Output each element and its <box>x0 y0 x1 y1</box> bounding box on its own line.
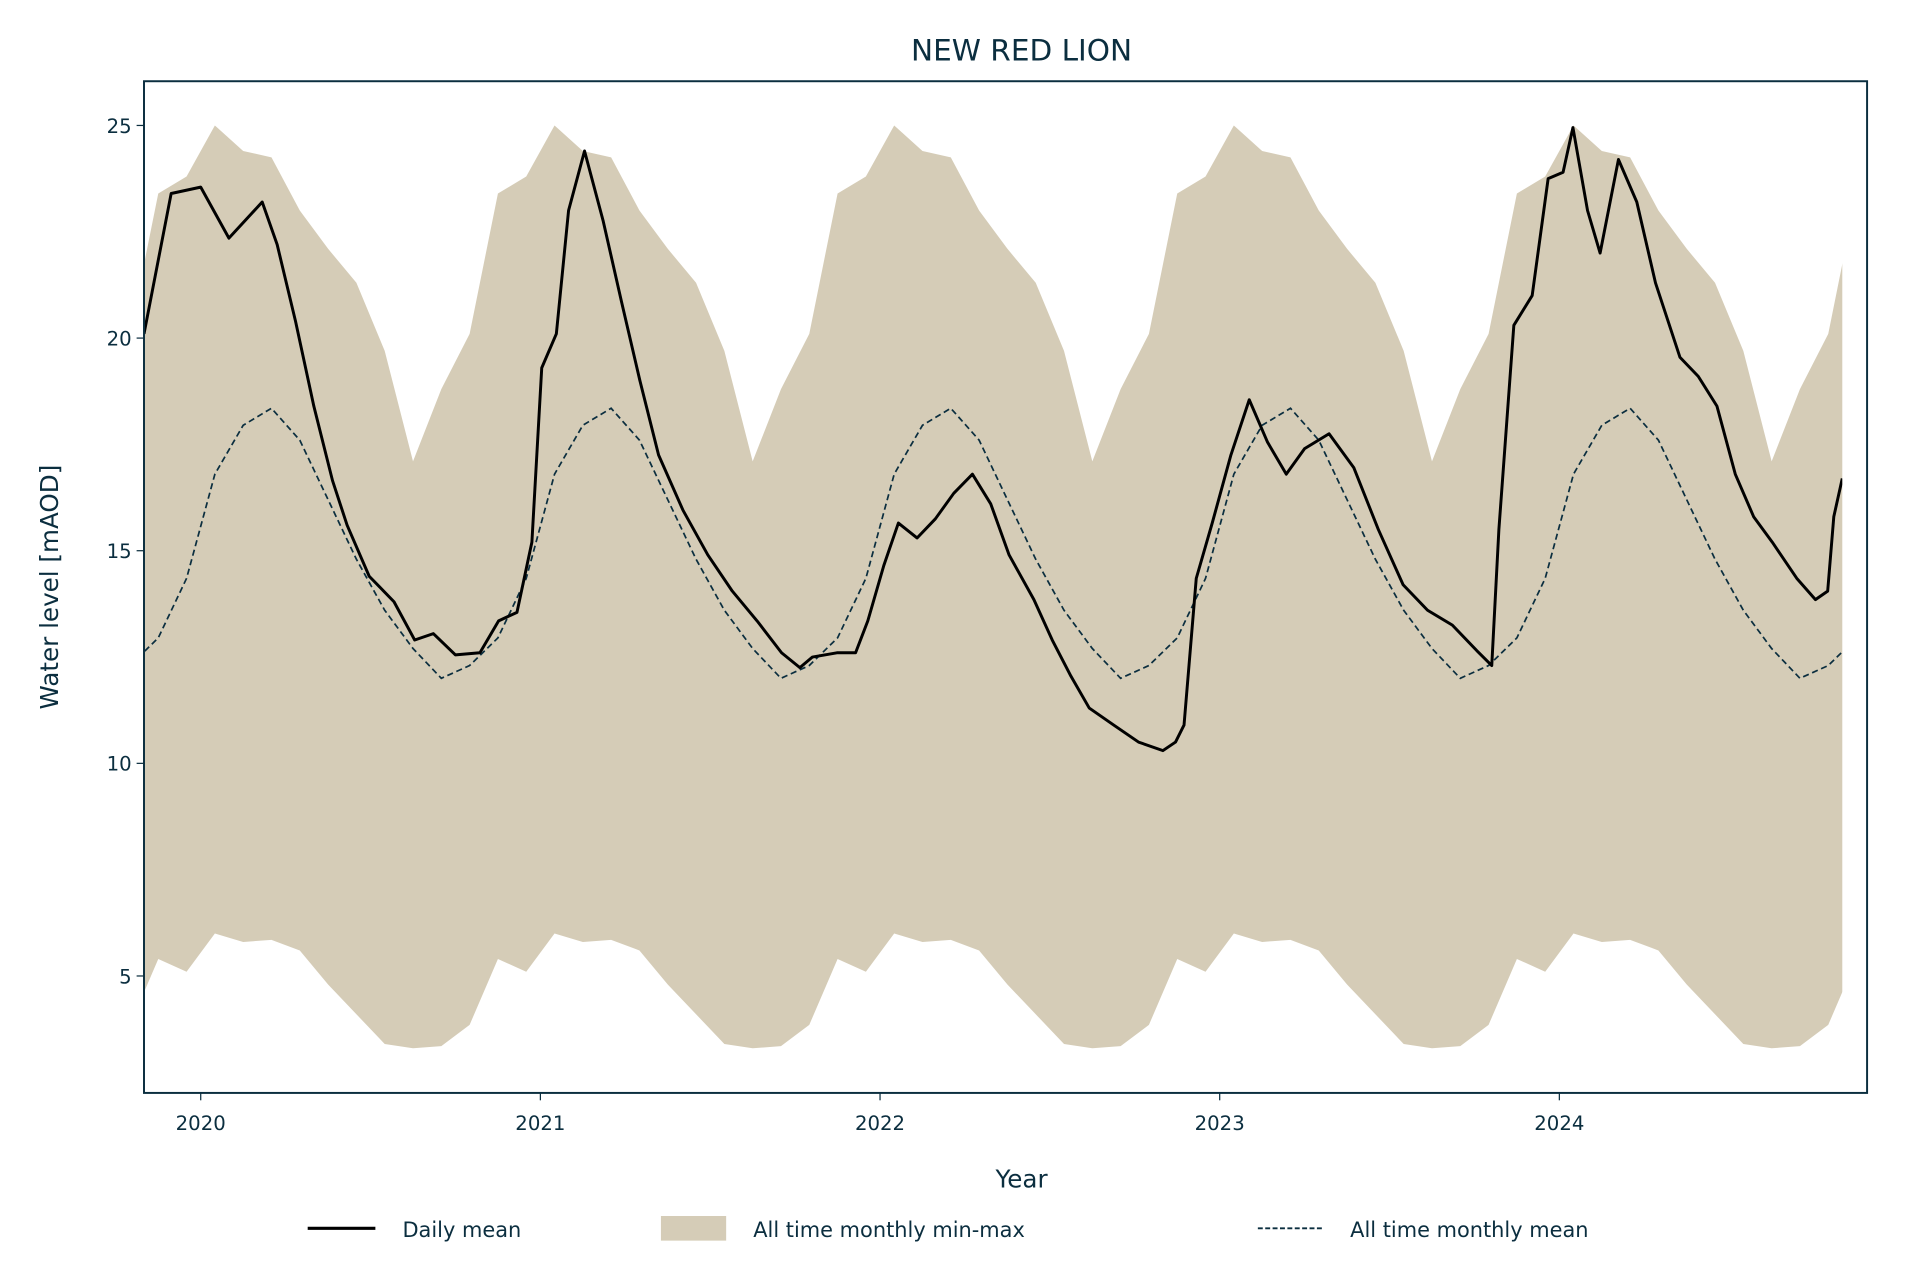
plot-frame <box>143 80 1869 1094</box>
legend-daily-mean-label: Daily mean <box>402 1218 521 1242</box>
y-tick-label: 15 <box>107 540 132 563</box>
x-tick-label: 2022 <box>855 1112 905 1135</box>
x-tick-label: 2021 <box>515 1112 565 1135</box>
y-tick-label: 5 <box>119 965 132 988</box>
x-tick-label: 2024 <box>1534 1112 1584 1135</box>
legend-min-max-swatch <box>660 1216 727 1241</box>
chart-title: NEW RED LION <box>911 33 1132 67</box>
legend-min-max-label: All time monthly min-max <box>753 1218 1025 1242</box>
y-tick-label: 20 <box>107 327 132 350</box>
x-tick-label: 2020 <box>176 1112 226 1135</box>
y-tick-label: 25 <box>107 115 132 138</box>
legend: Daily mean All time monthly min-max All … <box>307 1216 1589 1242</box>
daily-mean-line <box>144 126 1843 753</box>
y-tick-label: 10 <box>107 753 132 776</box>
y-axis-label: Water level [mAOD] <box>35 465 64 710</box>
monthly-mean-line <box>144 407 1843 680</box>
plot-area <box>144 125 1843 1049</box>
x-axis: 2020 2021 2022 2023 2024 <box>176 1092 1584 1135</box>
x-tick-label: 2023 <box>1195 1112 1245 1135</box>
data-series-group <box>144 125 1843 1049</box>
monthly-min-max-band <box>144 125 1843 1049</box>
legend-monthly-mean-label: All time monthly mean <box>1350 1218 1588 1242</box>
x-axis-label: Year <box>994 1165 1048 1194</box>
y-axis: 5 10 15 20 25 <box>107 115 144 988</box>
